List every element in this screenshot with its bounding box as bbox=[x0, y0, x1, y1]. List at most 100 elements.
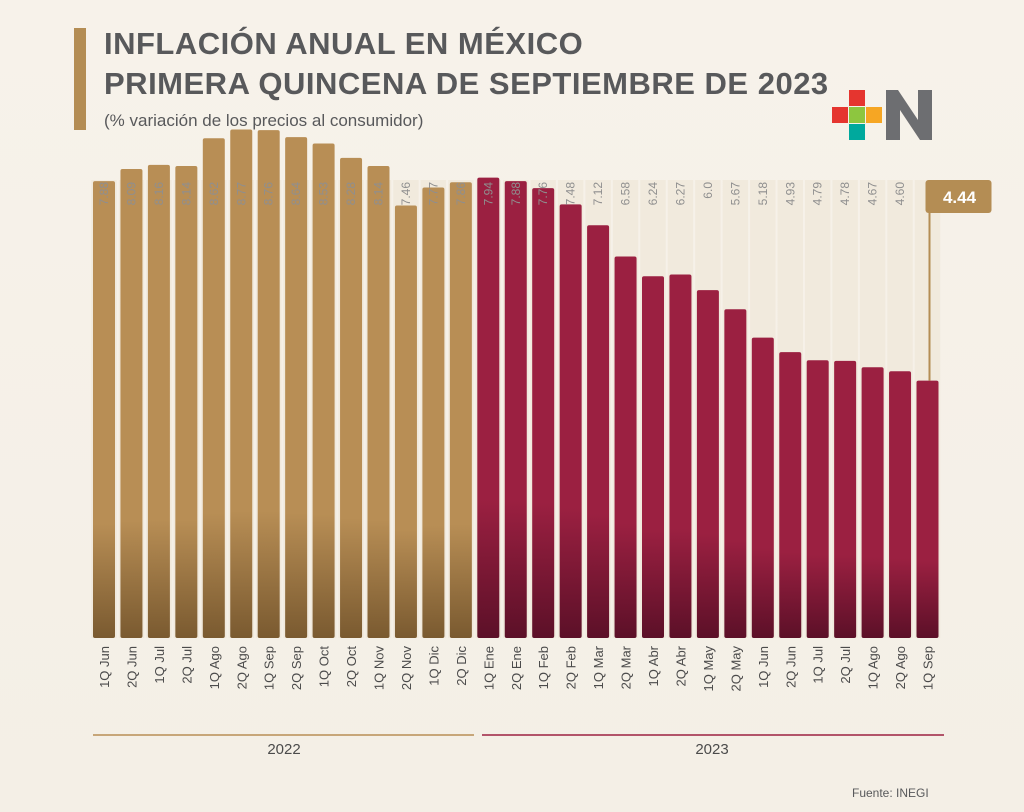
category-label: 2Q Dic bbox=[454, 646, 469, 686]
last-value-label: 4.44 bbox=[943, 188, 977, 207]
bar-value-label: 4.78 bbox=[838, 182, 852, 206]
logo-square-green bbox=[849, 107, 865, 123]
category-label: 1Q Nov bbox=[372, 646, 387, 691]
category-label: 2Q Nov bbox=[399, 646, 414, 691]
bar bbox=[120, 168, 143, 638]
bar-value-label: 4.93 bbox=[783, 182, 797, 206]
title-line-2: PRIMERA QUINCENA DE SEPTIEMBRE DE 2023 bbox=[104, 66, 829, 101]
category-label: 2Q May bbox=[728, 646, 743, 692]
bar-value-label: 6.24 bbox=[646, 182, 660, 206]
category-label: 1Q Mar bbox=[591, 645, 606, 689]
category-label: 1Q Jul bbox=[152, 646, 167, 684]
logo-square-orange bbox=[866, 107, 882, 123]
logo-square-teal bbox=[849, 124, 865, 140]
category-label: 1Q Dic bbox=[426, 646, 441, 686]
last-value-badge bbox=[925, 180, 992, 213]
bar bbox=[559, 204, 582, 638]
bar-value-label: 8.77 bbox=[234, 182, 248, 206]
bar bbox=[724, 309, 747, 638]
year-label-2023: 2023 bbox=[695, 741, 728, 758]
bar-value-label: 7.88 bbox=[509, 182, 523, 206]
bar bbox=[504, 181, 527, 638]
bar-value-label: 4.60 bbox=[893, 182, 907, 206]
bar bbox=[696, 290, 719, 638]
logo-n-letter bbox=[886, 90, 932, 140]
bar-value-label: 6.0 bbox=[701, 182, 715, 199]
bar bbox=[806, 360, 829, 638]
bar-value-label: 8.64 bbox=[289, 182, 303, 206]
bar-value-label: 8.16 bbox=[152, 182, 166, 206]
bar bbox=[394, 205, 417, 638]
bar bbox=[422, 187, 445, 639]
bar bbox=[669, 274, 692, 638]
category-label: 1Q Jun bbox=[756, 646, 771, 688]
year-label-2022: 2022 bbox=[267, 741, 300, 758]
bar bbox=[175, 166, 198, 638]
plus-n-logo bbox=[832, 90, 932, 140]
category-label: 2Q Jun bbox=[783, 646, 798, 688]
bar-value-label: 8.28 bbox=[344, 182, 358, 206]
bar bbox=[367, 166, 390, 638]
category-label: 2Q Ago bbox=[893, 646, 908, 689]
bar bbox=[916, 380, 939, 638]
chart-subtitle: (% variación de los precios al consumido… bbox=[104, 111, 424, 130]
bar bbox=[340, 157, 363, 639]
category-label: 1Q Oct bbox=[317, 646, 332, 688]
bar bbox=[861, 367, 884, 638]
bar bbox=[751, 337, 774, 638]
bar bbox=[642, 276, 664, 638]
bar bbox=[889, 371, 912, 638]
bar-value-label: 8.14 bbox=[179, 182, 193, 206]
bar-value-label: 8.53 bbox=[317, 182, 331, 206]
bar-value-label: 4.67 bbox=[866, 182, 880, 206]
category-label: 1Q Ene bbox=[481, 646, 496, 690]
bar-value-label: 8.76 bbox=[262, 182, 276, 206]
bar bbox=[202, 138, 225, 639]
bar bbox=[147, 164, 170, 638]
logo-square-red-left bbox=[832, 107, 848, 123]
category-label: 2Q Mar bbox=[619, 645, 634, 689]
bar-value-label: 7.94 bbox=[481, 182, 495, 206]
category-label: 1Q May bbox=[701, 646, 716, 692]
category-label: 1Q Jul bbox=[811, 646, 826, 684]
bar bbox=[587, 225, 610, 639]
bar bbox=[449, 182, 472, 638]
category-label: 2Q Sep bbox=[289, 646, 304, 690]
bar-value-label: 8.14 bbox=[372, 182, 386, 206]
bar-value-label: 7.48 bbox=[564, 182, 578, 206]
bar-value-label: 8.09 bbox=[124, 182, 138, 206]
category-label: 1Q Ago bbox=[866, 646, 881, 689]
category-label: 2Q Abr bbox=[673, 645, 688, 686]
category-label: 2Q Ago bbox=[234, 646, 249, 689]
bar bbox=[532, 188, 555, 638]
bar-value-label: 7.86 bbox=[454, 182, 468, 206]
bar bbox=[614, 256, 637, 638]
category-label: 2Q Jul bbox=[838, 646, 853, 684]
category-label: 2Q Ene bbox=[509, 646, 524, 690]
bar bbox=[257, 130, 280, 638]
bar-value-label: 5.18 bbox=[756, 182, 770, 206]
source-note: Fuente: INEGI bbox=[852, 786, 929, 800]
bar-value-label: 8.62 bbox=[207, 182, 221, 206]
bar bbox=[230, 129, 253, 638]
category-label: 1Q Abr bbox=[646, 645, 661, 686]
bar-value-label: 7.46 bbox=[399, 182, 413, 206]
category-label: 2Q Jun bbox=[124, 646, 139, 688]
bar-value-label: 7.77 bbox=[426, 182, 440, 206]
category-label: 1Q Sep bbox=[262, 646, 277, 690]
bar-value-label: 7.88 bbox=[97, 182, 111, 206]
category-label: 2Q Jul bbox=[179, 646, 194, 684]
category-label: 1Q Jun bbox=[97, 646, 112, 688]
bar-value-label: 4.79 bbox=[811, 182, 825, 206]
bar bbox=[834, 360, 857, 638]
bar bbox=[285, 137, 308, 638]
category-label: 1Q Ago bbox=[207, 646, 222, 689]
title-accent-bar bbox=[74, 28, 86, 130]
bar-value-label: 5.67 bbox=[728, 182, 742, 206]
logo-square-red bbox=[849, 90, 865, 106]
bar bbox=[779, 352, 802, 638]
bar-value-label: 7.76 bbox=[536, 182, 550, 206]
category-label: 2Q Feb bbox=[564, 646, 579, 689]
title-line-1: INFLACIÓN ANUAL EN MÉXICO bbox=[104, 26, 584, 61]
